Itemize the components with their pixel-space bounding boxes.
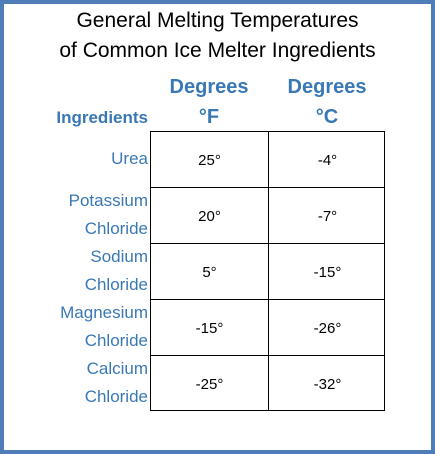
cell-calcium-chloride-fahrenheit: -25° — [195, 375, 224, 393]
cell-magnesium-chloride-celsius: -26° — [313, 319, 342, 337]
cell-urea-celsius: -4° — [317, 151, 338, 169]
row-label-line: Chloride — [84, 331, 148, 350]
cell-sodium-chloride-fahrenheit: 5° — [202, 263, 217, 281]
row-divider — [151, 355, 384, 356]
cell-urea-fahrenheit: 25° — [198, 151, 221, 169]
row-label-calcium-chloride: Calcium Chloride — [6, 355, 148, 411]
row-label-line: Magnesium — [60, 303, 148, 322]
row-label-line: Urea — [111, 149, 148, 168]
fahrenheit-header-line-1: Degrees — [169, 76, 249, 98]
row-label-line: Calcium — [86, 359, 148, 378]
row-label-urea: Urea — [6, 145, 148, 173]
row-label-line: Potassium — [68, 191, 148, 210]
row-divider — [151, 243, 384, 244]
title-line-1: General Melting Temperatures — [76, 9, 359, 32]
cell-potassium-chloride-fahrenheit: 20° — [198, 207, 221, 225]
row-label-potassium-chloride: Potassium Chloride — [6, 187, 148, 243]
column-divider — [268, 132, 269, 410]
cell-calcium-chloride-celsius: -32° — [313, 375, 342, 393]
fahrenheit-header-line-2: °F — [198, 106, 220, 128]
cell-potassium-chloride-celsius: -7° — [317, 207, 338, 225]
row-divider — [151, 299, 384, 300]
row-label-sodium-chloride: Sodium Chloride — [6, 243, 148, 299]
row-label-magnesium-chloride: Magnesium Chloride — [6, 299, 148, 355]
cell-sodium-chloride-celsius: -15° — [313, 263, 342, 281]
temperature-table: 25° -4° 20° -7° 5° -15° -15° -26° -25° -… — [150, 131, 385, 411]
row-label-line: Chloride — [84, 219, 148, 238]
row-label-line: Sodium — [90, 247, 148, 266]
row-label-line: Chloride — [84, 275, 148, 294]
cell-magnesium-chloride-fahrenheit: -15° — [195, 319, 224, 337]
celsius-header-line-1: Degrees — [287, 76, 367, 98]
row-divider — [151, 187, 384, 188]
ingredients-column-header: Ingredients — [56, 108, 148, 127]
title-line-2: of Common Ice Melter Ingredients — [59, 39, 376, 62]
celsius-header-line-2: °C — [315, 106, 339, 128]
row-label-line: Chloride — [84, 387, 148, 406]
